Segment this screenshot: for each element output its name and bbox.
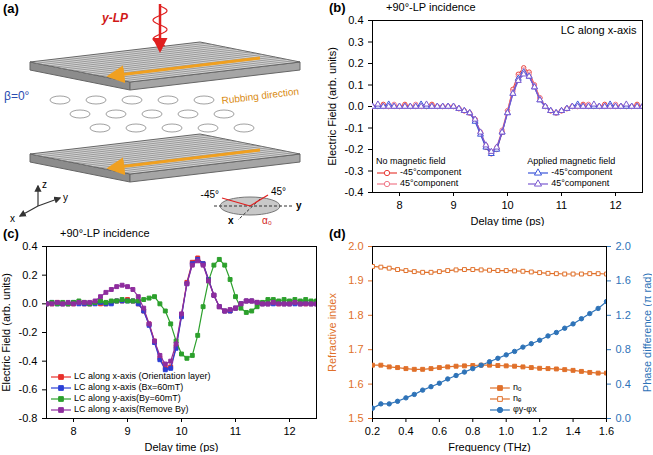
svg-text:-45°: -45° — [201, 189, 219, 200]
html-text:LC along y-axis(By=60mT): LC along y-axis(By=60mT) — [74, 393, 181, 403]
svg-text:1.4: 1.4 — [565, 425, 580, 437]
svg-text:11: 11 — [230, 425, 241, 437]
svg-text:0.3: 0.3 — [348, 36, 363, 48]
svg-text:y-LP: y-LP — [101, 11, 129, 25]
svg-text:8: 8 — [70, 425, 76, 437]
html-text:+90°-LP incidence: +90°-LP incidence — [60, 227, 150, 239]
svg-text:12: 12 — [609, 199, 621, 211]
svg-text:1.9: 1.9 — [348, 274, 363, 286]
svg-text:45°: 45° — [271, 186, 286, 197]
svg-text:Phase difference (π rad): Phase difference (π rad) — [641, 273, 653, 392]
svg-text:2.0: 2.0 — [616, 240, 631, 252]
svg-text:Frequency (THz): Frequency (THz) — [448, 441, 531, 453]
html-text:LC along x-axis (Bx=60mT): LC along x-axis (Bx=60mT) — [74, 382, 184, 392]
svg-text:1.6: 1.6 — [348, 378, 363, 390]
svg-text:-0.2: -0.2 — [19, 326, 38, 338]
svg-text:0.1: 0.1 — [348, 79, 363, 91]
svg-text:1.8: 1.8 — [348, 309, 363, 321]
svg-text:0.4: 0.4 — [616, 378, 631, 390]
svg-text:8: 8 — [396, 199, 402, 211]
svg-text:0.0: 0.0 — [348, 100, 363, 112]
svg-text:x: x — [228, 215, 234, 226]
svg-text:2.0: 2.0 — [348, 240, 363, 252]
svg-text:1.6: 1.6 — [616, 274, 631, 286]
svg-text:0.2: 0.2 — [348, 57, 363, 69]
svg-text:y: y — [63, 192, 68, 203]
svg-text:Electric Field (arb. units): Electric Field (arb. units) — [326, 47, 338, 166]
svg-text:-0.2: -0.2 — [345, 143, 364, 155]
svg-text:9: 9 — [124, 425, 130, 437]
svg-text:10: 10 — [175, 425, 187, 437]
svg-text:0.2: 0.2 — [22, 269, 37, 281]
svg-text:0.6: 0.6 — [432, 425, 447, 437]
svg-text:9: 9 — [450, 199, 456, 211]
svg-text:0.4: 0.4 — [398, 425, 413, 437]
svg-text:1.5: 1.5 — [348, 412, 363, 424]
html-text:+90°-LP incidence: +90°-LP incidence — [386, 1, 476, 13]
svg-text:(a): (a) — [3, 1, 19, 16]
svg-text:0.0: 0.0 — [22, 297, 37, 309]
svg-text:Delay time (ps): Delay time (ps) — [145, 441, 219, 453]
svg-text:Refractive index: Refractive index — [326, 293, 338, 372]
svg-text:x: x — [10, 213, 15, 224]
svg-text:z: z — [42, 179, 47, 190]
svg-text:1.2: 1.2 — [616, 309, 631, 321]
svg-text:1.6: 1.6 — [599, 425, 614, 437]
html-text:-45°component: -45°component — [400, 167, 462, 177]
svg-text:0.0: 0.0 — [616, 412, 631, 424]
html-text:nₑ: nₑ — [513, 393, 522, 403]
svg-text:Delay time (ps): Delay time (ps) — [471, 215, 545, 227]
svg-text:11: 11 — [556, 199, 567, 211]
svg-text:12: 12 — [283, 425, 295, 437]
svg-text:0.4: 0.4 — [348, 14, 363, 26]
svg-text:-0.8: -0.8 — [19, 412, 38, 424]
html-text:45°component: 45°component — [551, 178, 610, 188]
svg-text:0.2: 0.2 — [365, 425, 380, 437]
html-text:-45°component: -45°component — [551, 167, 613, 177]
html-text:(c): (c) — [3, 226, 19, 241]
svg-text:1.0: 1.0 — [499, 425, 514, 437]
svg-text:Rubbing direction: Rubbing direction — [221, 86, 300, 106]
html-text:No magnetic field: No magnetic field — [376, 156, 446, 166]
svg-text:-0.1: -0.1 — [345, 122, 364, 134]
svg-text:-0.3: -0.3 — [345, 165, 364, 177]
html-text:φy-φx: φy-φx — [513, 404, 537, 414]
svg-text:1.2: 1.2 — [532, 425, 547, 437]
svg-text:0.8: 0.8 — [465, 425, 480, 437]
svg-text:10: 10 — [501, 199, 513, 211]
svg-text:0.8: 0.8 — [616, 343, 631, 355]
html-text:LC along x-axis (Orientation l: LC along x-axis (Orientation layer) — [74, 371, 211, 381]
svg-text:Electric Field (arb. units): Electric Field (arb. units) — [0, 273, 12, 392]
svg-text:1.7: 1.7 — [348, 343, 363, 355]
svg-text:y: y — [296, 200, 302, 211]
html-text:(b): (b) — [329, 0, 346, 15]
svg-text:-0.6: -0.6 — [19, 383, 38, 395]
svg-text:LC along x-axis: LC along x-axis — [561, 24, 637, 36]
svg-text:α₀: α₀ — [262, 215, 272, 226]
svg-text:β=0°: β=0° — [4, 89, 30, 103]
html-text:nₒ: nₒ — [513, 382, 522, 392]
html-text:Applied magnetic field: Applied magnetic field — [527, 156, 616, 166]
svg-text:0.4: 0.4 — [22, 240, 37, 252]
html-text:(d): (d) — [329, 226, 346, 241]
svg-text:-0.4: -0.4 — [19, 355, 38, 367]
html-text:LC along x-axis(Remove By): LC along x-axis(Remove By) — [74, 404, 189, 414]
html-text:45°component: 45°component — [400, 178, 459, 188]
svg-text:-0.4: -0.4 — [345, 186, 364, 198]
